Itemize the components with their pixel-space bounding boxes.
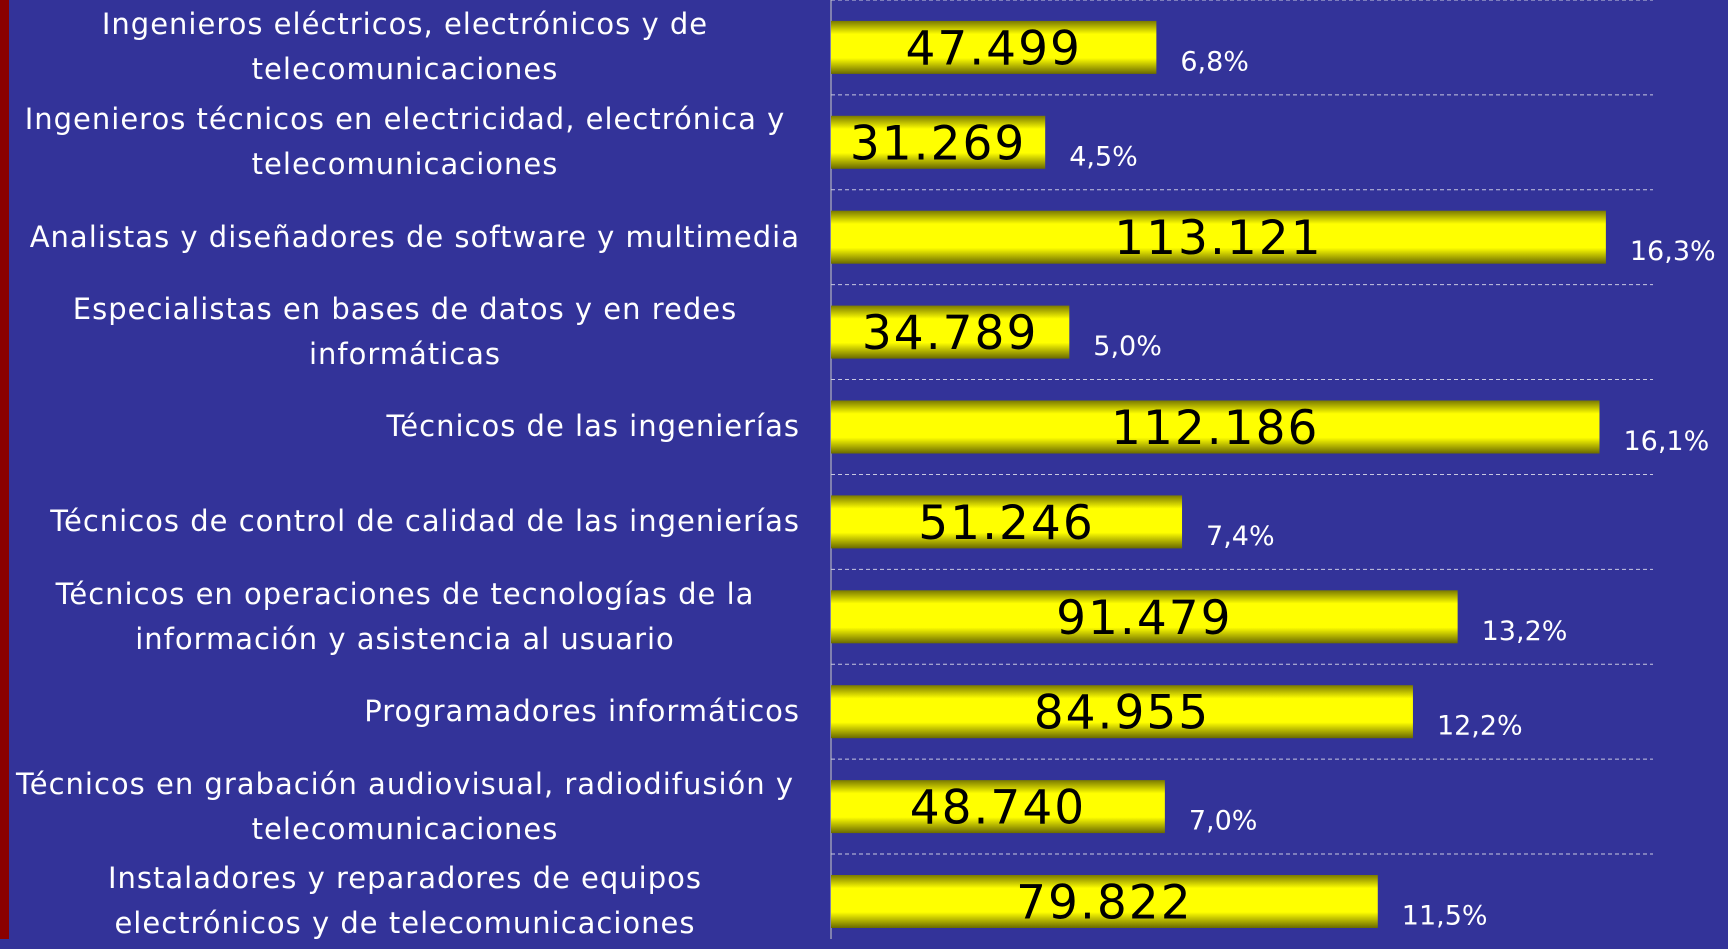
value-label: 48.740 (910, 781, 1086, 836)
share-label: 6,8% (1180, 46, 1249, 77)
share-label: 5,0% (1093, 331, 1162, 362)
category-label: Técnicos de control de calidad de las in… (50, 504, 800, 539)
share-label: 13,2% (1482, 616, 1568, 647)
category-label-box: Técnicos en operaciones de tecnologías d… (10, 569, 800, 664)
share-label: 4,5% (1069, 141, 1138, 172)
value-label: 79.822 (1016, 876, 1192, 931)
value-label: 51.246 (918, 496, 1094, 551)
bar (831, 210, 1606, 264)
share-label: 12,2% (1437, 711, 1523, 742)
category-label: Ingenieros eléctricos, electrónicos y de… (101, 7, 709, 87)
value-label: 112.186 (1111, 401, 1319, 456)
share-label: 16,3% (1630, 236, 1716, 267)
category-label: Ingenieros técnicos en electricidad, ele… (24, 102, 786, 182)
category-label: Especialistas en bases de datos y en red… (72, 292, 738, 372)
bar (831, 685, 1413, 739)
category-label-box: Instaladores y reparadores de equipos el… (10, 854, 800, 949)
category-label: Técnicos en operaciones de tecnologías d… (55, 576, 755, 656)
category-label-box: Técnicos en grabación audiovisual, radio… (10, 759, 800, 854)
value-label: 84.955 (1034, 686, 1210, 741)
bar (831, 780, 1165, 834)
left-strip (0, 0, 9, 939)
share-label: 7,4% (1206, 521, 1275, 552)
share-label: 11,5% (1402, 901, 1488, 932)
category-label: Programadores informáticos (364, 694, 800, 729)
bar (831, 115, 1046, 169)
category-label-box: Programadores informáticos (10, 664, 800, 759)
bar (831, 495, 1183, 549)
category-label-box: Técnicos de las ingenierías (10, 380, 800, 475)
category-label: Técnicos en grabación audiovisual, radio… (15, 766, 795, 846)
bar (831, 20, 1157, 74)
value-label: 47.499 (905, 21, 1081, 76)
category-label-box: Ingenieros eléctricos, electrónicos y de… (10, 0, 800, 95)
bar (831, 875, 1378, 928)
value-label: 31.269 (850, 116, 1026, 171)
bar (831, 400, 1600, 454)
value-label: 113.121 (1114, 211, 1322, 266)
category-label-box: Especialistas en bases de datos y en red… (10, 285, 800, 380)
category-label: Instaladores y reparadores de equipos el… (107, 861, 703, 941)
share-label: 7,0% (1189, 806, 1258, 837)
share-label: 16,1% (1623, 426, 1709, 457)
bar (831, 590, 1458, 644)
category-label: Analistas y diseñadores de software y mu… (29, 219, 800, 254)
category-label: Técnicos de las ingenierías (386, 409, 800, 444)
value-label: 91.479 (1056, 591, 1232, 646)
category-label-box: Técnicos de control de calidad de las in… (10, 474, 800, 569)
value-label: 34.789 (862, 306, 1038, 361)
category-label-box: Analistas y diseñadores de software y mu… (10, 190, 800, 285)
category-label-box: Ingenieros técnicos en electricidad, ele… (10, 95, 800, 190)
bar (831, 305, 1070, 359)
